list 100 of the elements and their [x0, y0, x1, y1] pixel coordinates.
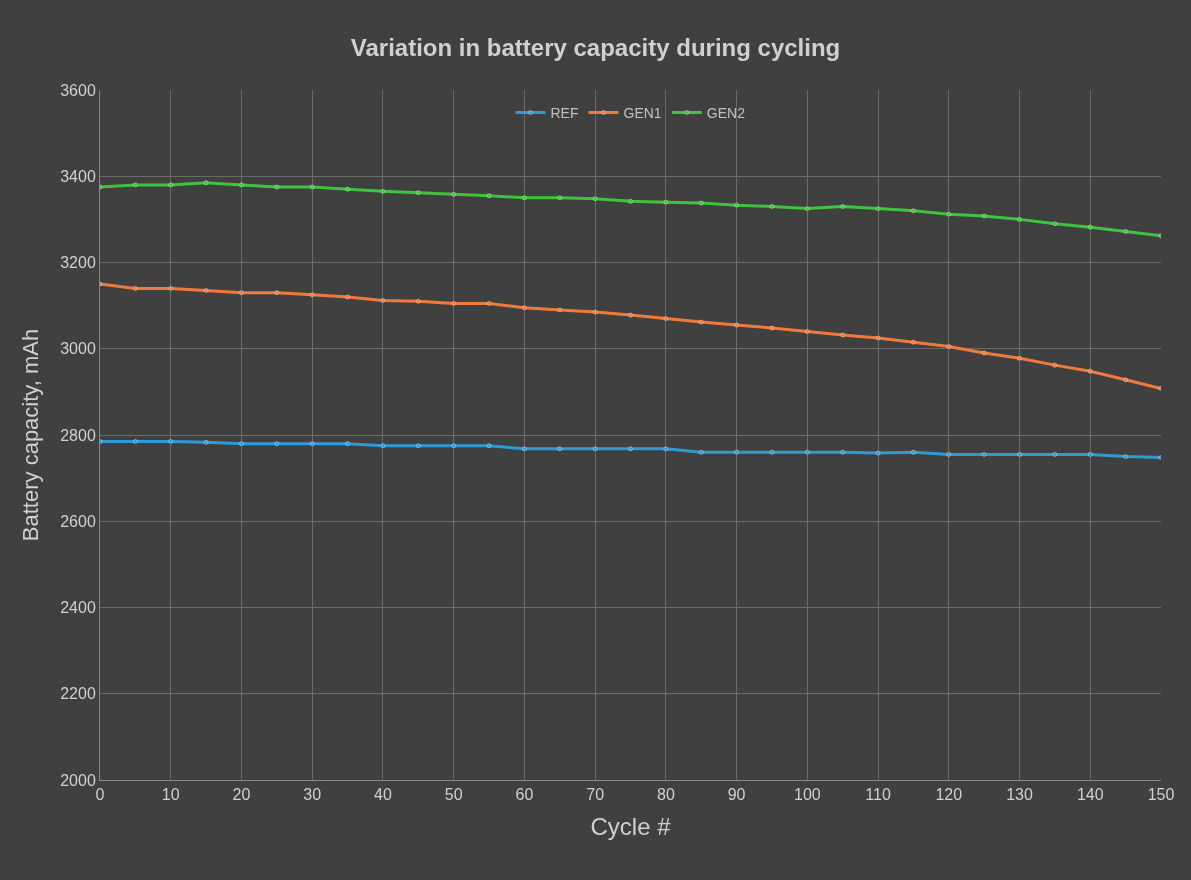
point: [522, 305, 527, 311]
point: [1017, 217, 1022, 222]
chart-title: Variation in battery capacity during cycling: [350, 34, 841, 62]
point: [1052, 221, 1058, 226]
point: [805, 450, 810, 455]
point: [380, 189, 386, 194]
point: [840, 332, 845, 338]
y-tick-label: 3000: [60, 340, 96, 358]
point: [345, 441, 350, 446]
point: [1017, 452, 1022, 457]
point: [805, 329, 810, 334]
point: [628, 446, 633, 452]
x-tick-label: 50: [444, 786, 463, 804]
point: [946, 344, 952, 349]
point: [1123, 454, 1128, 459]
point: [592, 309, 598, 315]
point: [1088, 452, 1093, 457]
point: [663, 316, 669, 321]
point: [946, 211, 952, 217]
point: [557, 446, 563, 452]
point: [380, 443, 386, 449]
point: [168, 439, 173, 444]
point: [168, 286, 173, 291]
point: [309, 441, 315, 446]
point: [769, 325, 775, 331]
point: [698, 450, 704, 455]
x-tick-label: 140: [1076, 786, 1104, 804]
line-series: [100, 281, 1161, 391]
y-axis-title: Battery capacity, mAh: [18, 328, 44, 542]
y-tick-label: 3400: [60, 167, 96, 185]
point: [875, 206, 881, 211]
point: [416, 190, 421, 195]
point: [486, 193, 492, 198]
point: [203, 288, 209, 293]
line-series: [100, 180, 1161, 239]
point: [663, 199, 669, 205]
point: [309, 292, 315, 298]
point: [1123, 229, 1128, 234]
point: [840, 450, 845, 455]
point: [1158, 386, 1161, 391]
y-tick-label: 2000: [60, 771, 96, 789]
legend-label: GEN1: [623, 104, 662, 121]
point: [451, 192, 456, 197]
point: [734, 450, 739, 455]
point: [1052, 452, 1058, 457]
point: [875, 335, 881, 341]
point: [239, 182, 244, 188]
point: [239, 290, 244, 295]
point: [239, 441, 244, 446]
point: [911, 208, 916, 213]
y-tick-label: 2400: [60, 599, 96, 617]
point: [1017, 355, 1022, 361]
point: [557, 307, 563, 313]
x-tick-label: 80: [656, 786, 675, 804]
point: [133, 286, 138, 291]
point: [203, 180, 209, 185]
x-tick-label: 120: [935, 786, 963, 804]
x-tick-label: 30: [303, 786, 322, 804]
line-series: [100, 439, 1161, 460]
x-tick-label: 20: [232, 786, 251, 804]
point: [769, 450, 775, 455]
point: [840, 204, 845, 209]
point: [274, 290, 280, 295]
point: [309, 184, 315, 190]
point: [416, 443, 421, 449]
point: [911, 340, 916, 345]
point: [522, 195, 527, 201]
point: [416, 299, 421, 304]
point: [663, 446, 669, 452]
x-tick-label: 150: [1147, 786, 1175, 804]
point: [133, 439, 138, 444]
point: [168, 182, 173, 188]
point: [274, 441, 280, 446]
legend-label: REF: [550, 104, 579, 121]
point: [946, 452, 952, 457]
point: [592, 446, 598, 452]
y-tick-label: 3200: [60, 254, 96, 272]
point: [769, 204, 775, 209]
x-tick-label: 70: [586, 786, 605, 804]
legend-label: GEN2: [706, 104, 746, 121]
point: [698, 200, 704, 206]
point: [345, 186, 350, 192]
point: [100, 439, 103, 444]
x-tick-label: 90: [727, 786, 746, 804]
point: [133, 182, 138, 188]
point: [628, 312, 633, 318]
point: [451, 443, 456, 449]
y-tick-label: 3600: [60, 81, 96, 99]
x-axis-title: Cycle #: [590, 812, 672, 840]
point: [274, 184, 280, 190]
point: [486, 301, 492, 306]
y-tick-label: 2600: [60, 512, 96, 530]
y-tick-label: 2800: [60, 426, 96, 444]
point: [698, 319, 704, 325]
point: [805, 206, 810, 211]
point: [734, 322, 739, 328]
point: [1088, 224, 1093, 230]
point: [1158, 455, 1161, 460]
point: [1088, 368, 1093, 374]
point: [557, 195, 563, 201]
